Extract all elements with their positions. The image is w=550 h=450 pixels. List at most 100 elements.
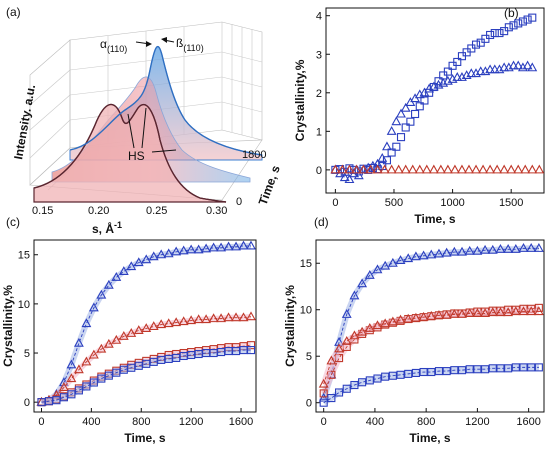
data-point-triangle bbox=[334, 343, 344, 353]
data-point-triangle bbox=[103, 279, 114, 289]
data-point-triangle bbox=[518, 306, 529, 316]
data-point-square bbox=[406, 117, 415, 126]
beta-annotation: ß(110) bbox=[176, 36, 204, 53]
data-point-triangle bbox=[410, 312, 421, 322]
data-point-square bbox=[335, 388, 344, 397]
fit-line bbox=[323, 307, 539, 394]
data-point-triangle bbox=[457, 246, 467, 256]
data-point-triangle bbox=[372, 320, 383, 330]
data-point-triangle bbox=[508, 60, 519, 70]
data-point-triangle bbox=[171, 317, 182, 327]
data-point-triangle bbox=[506, 164, 517, 174]
data-point-triangle bbox=[365, 164, 376, 174]
series-3 bbox=[319, 363, 543, 407]
data-point-triangle bbox=[466, 68, 477, 78]
plot-area bbox=[36, 240, 256, 407]
data-point-triangle bbox=[88, 349, 99, 359]
data-point-triangle bbox=[426, 310, 437, 320]
plot-frame bbox=[33, 239, 257, 413]
plot-area bbox=[318, 243, 544, 407]
data-point-triangle bbox=[380, 260, 391, 270]
data-point-square bbox=[457, 366, 467, 375]
data-point-triangle bbox=[66, 373, 77, 383]
data-point-triangle bbox=[351, 164, 362, 174]
data-point-triangle bbox=[163, 248, 174, 258]
data-point-triangle bbox=[487, 244, 498, 254]
data-point-triangle bbox=[118, 330, 129, 340]
x-tick-label: 1200 bbox=[179, 416, 203, 428]
x-axis-label: Time, s bbox=[409, 431, 450, 445]
data-point-triangle bbox=[499, 164, 510, 174]
data-point-triangle bbox=[148, 251, 159, 261]
data-point-triangle bbox=[527, 62, 538, 72]
data-point-triangle bbox=[372, 164, 383, 174]
panel-label: (b) bbox=[504, 6, 519, 20]
data-point-square bbox=[442, 367, 451, 376]
y-tick-label: 10 bbox=[300, 305, 312, 317]
data-point-triangle bbox=[216, 242, 227, 252]
y-tick-label: 1 bbox=[316, 126, 322, 138]
x-tick-label: 1600 bbox=[229, 416, 253, 428]
data-point-triangle bbox=[238, 312, 249, 322]
surface-back-curve bbox=[69, 45, 263, 156]
data-point-triangle bbox=[186, 315, 197, 325]
data-point-square bbox=[434, 367, 444, 376]
data-point-triangle bbox=[141, 254, 152, 264]
series-2 bbox=[318, 306, 544, 388]
data-point-triangle bbox=[391, 116, 402, 126]
data-point-square bbox=[342, 384, 351, 393]
data-point-square bbox=[504, 364, 513, 373]
data-point-triangle bbox=[421, 164, 432, 174]
data-point-triangle bbox=[386, 126, 397, 135]
data-point-triangle bbox=[353, 170, 364, 180]
x-tick-label: 0 bbox=[38, 416, 44, 428]
data-point-triangle bbox=[441, 309, 452, 319]
data-point-square bbox=[415, 102, 424, 111]
x-tick-label: 1600 bbox=[516, 416, 540, 428]
data-point-triangle bbox=[88, 302, 99, 312]
data-point-triangle bbox=[403, 313, 414, 323]
data-point-triangle bbox=[534, 164, 544, 174]
data-point-triangle bbox=[503, 243, 514, 253]
data-point-square bbox=[404, 369, 413, 378]
data-point-square bbox=[518, 17, 527, 26]
series-2 bbox=[330, 164, 544, 174]
panel-a-ttick-0: 1800 bbox=[242, 149, 266, 161]
data-point-triangle bbox=[178, 245, 189, 255]
data-point-triangle bbox=[344, 174, 355, 184]
data-point-square bbox=[396, 370, 405, 379]
plot-frame bbox=[315, 239, 545, 413]
data-point-triangle bbox=[326, 355, 337, 365]
data-point-triangle bbox=[111, 334, 122, 344]
data-point-square bbox=[319, 398, 328, 407]
data-point-triangle bbox=[377, 152, 388, 162]
data-point-triangle bbox=[510, 243, 521, 253]
data-point-triangle bbox=[478, 164, 488, 174]
data-point-square bbox=[519, 363, 528, 372]
data-point-triangle bbox=[208, 242, 219, 252]
data-point-triangle bbox=[156, 319, 167, 329]
data-point-square bbox=[381, 372, 390, 381]
data-point-triangle bbox=[81, 318, 92, 328]
data-point-triangle bbox=[400, 164, 411, 174]
data-point-triangle bbox=[434, 248, 444, 258]
data-point-square bbox=[427, 367, 436, 377]
data-point-triangle bbox=[457, 164, 467, 174]
data-point-triangle bbox=[518, 243, 529, 252]
y-tick-label: 2 bbox=[316, 88, 322, 100]
data-point-triangle bbox=[201, 243, 212, 253]
data-point-triangle bbox=[426, 249, 437, 259]
data-point-square bbox=[319, 389, 328, 398]
data-point-triangle bbox=[464, 164, 474, 174]
hs-arrow-3 bbox=[151, 149, 177, 153]
data-point-triangle bbox=[457, 309, 467, 318]
data-point-square bbox=[495, 29, 504, 38]
data-point-triangle bbox=[395, 314, 406, 324]
y-tick-label: 0 bbox=[306, 398, 312, 410]
data-point-triangle bbox=[510, 306, 521, 316]
panel-a-xtick-0: 0.15 bbox=[32, 205, 53, 217]
x-tick-label: 500 bbox=[385, 197, 403, 209]
data-point-triangle bbox=[126, 328, 137, 337]
x-tick-label: 0 bbox=[321, 416, 327, 428]
fit-band bbox=[320, 304, 540, 395]
